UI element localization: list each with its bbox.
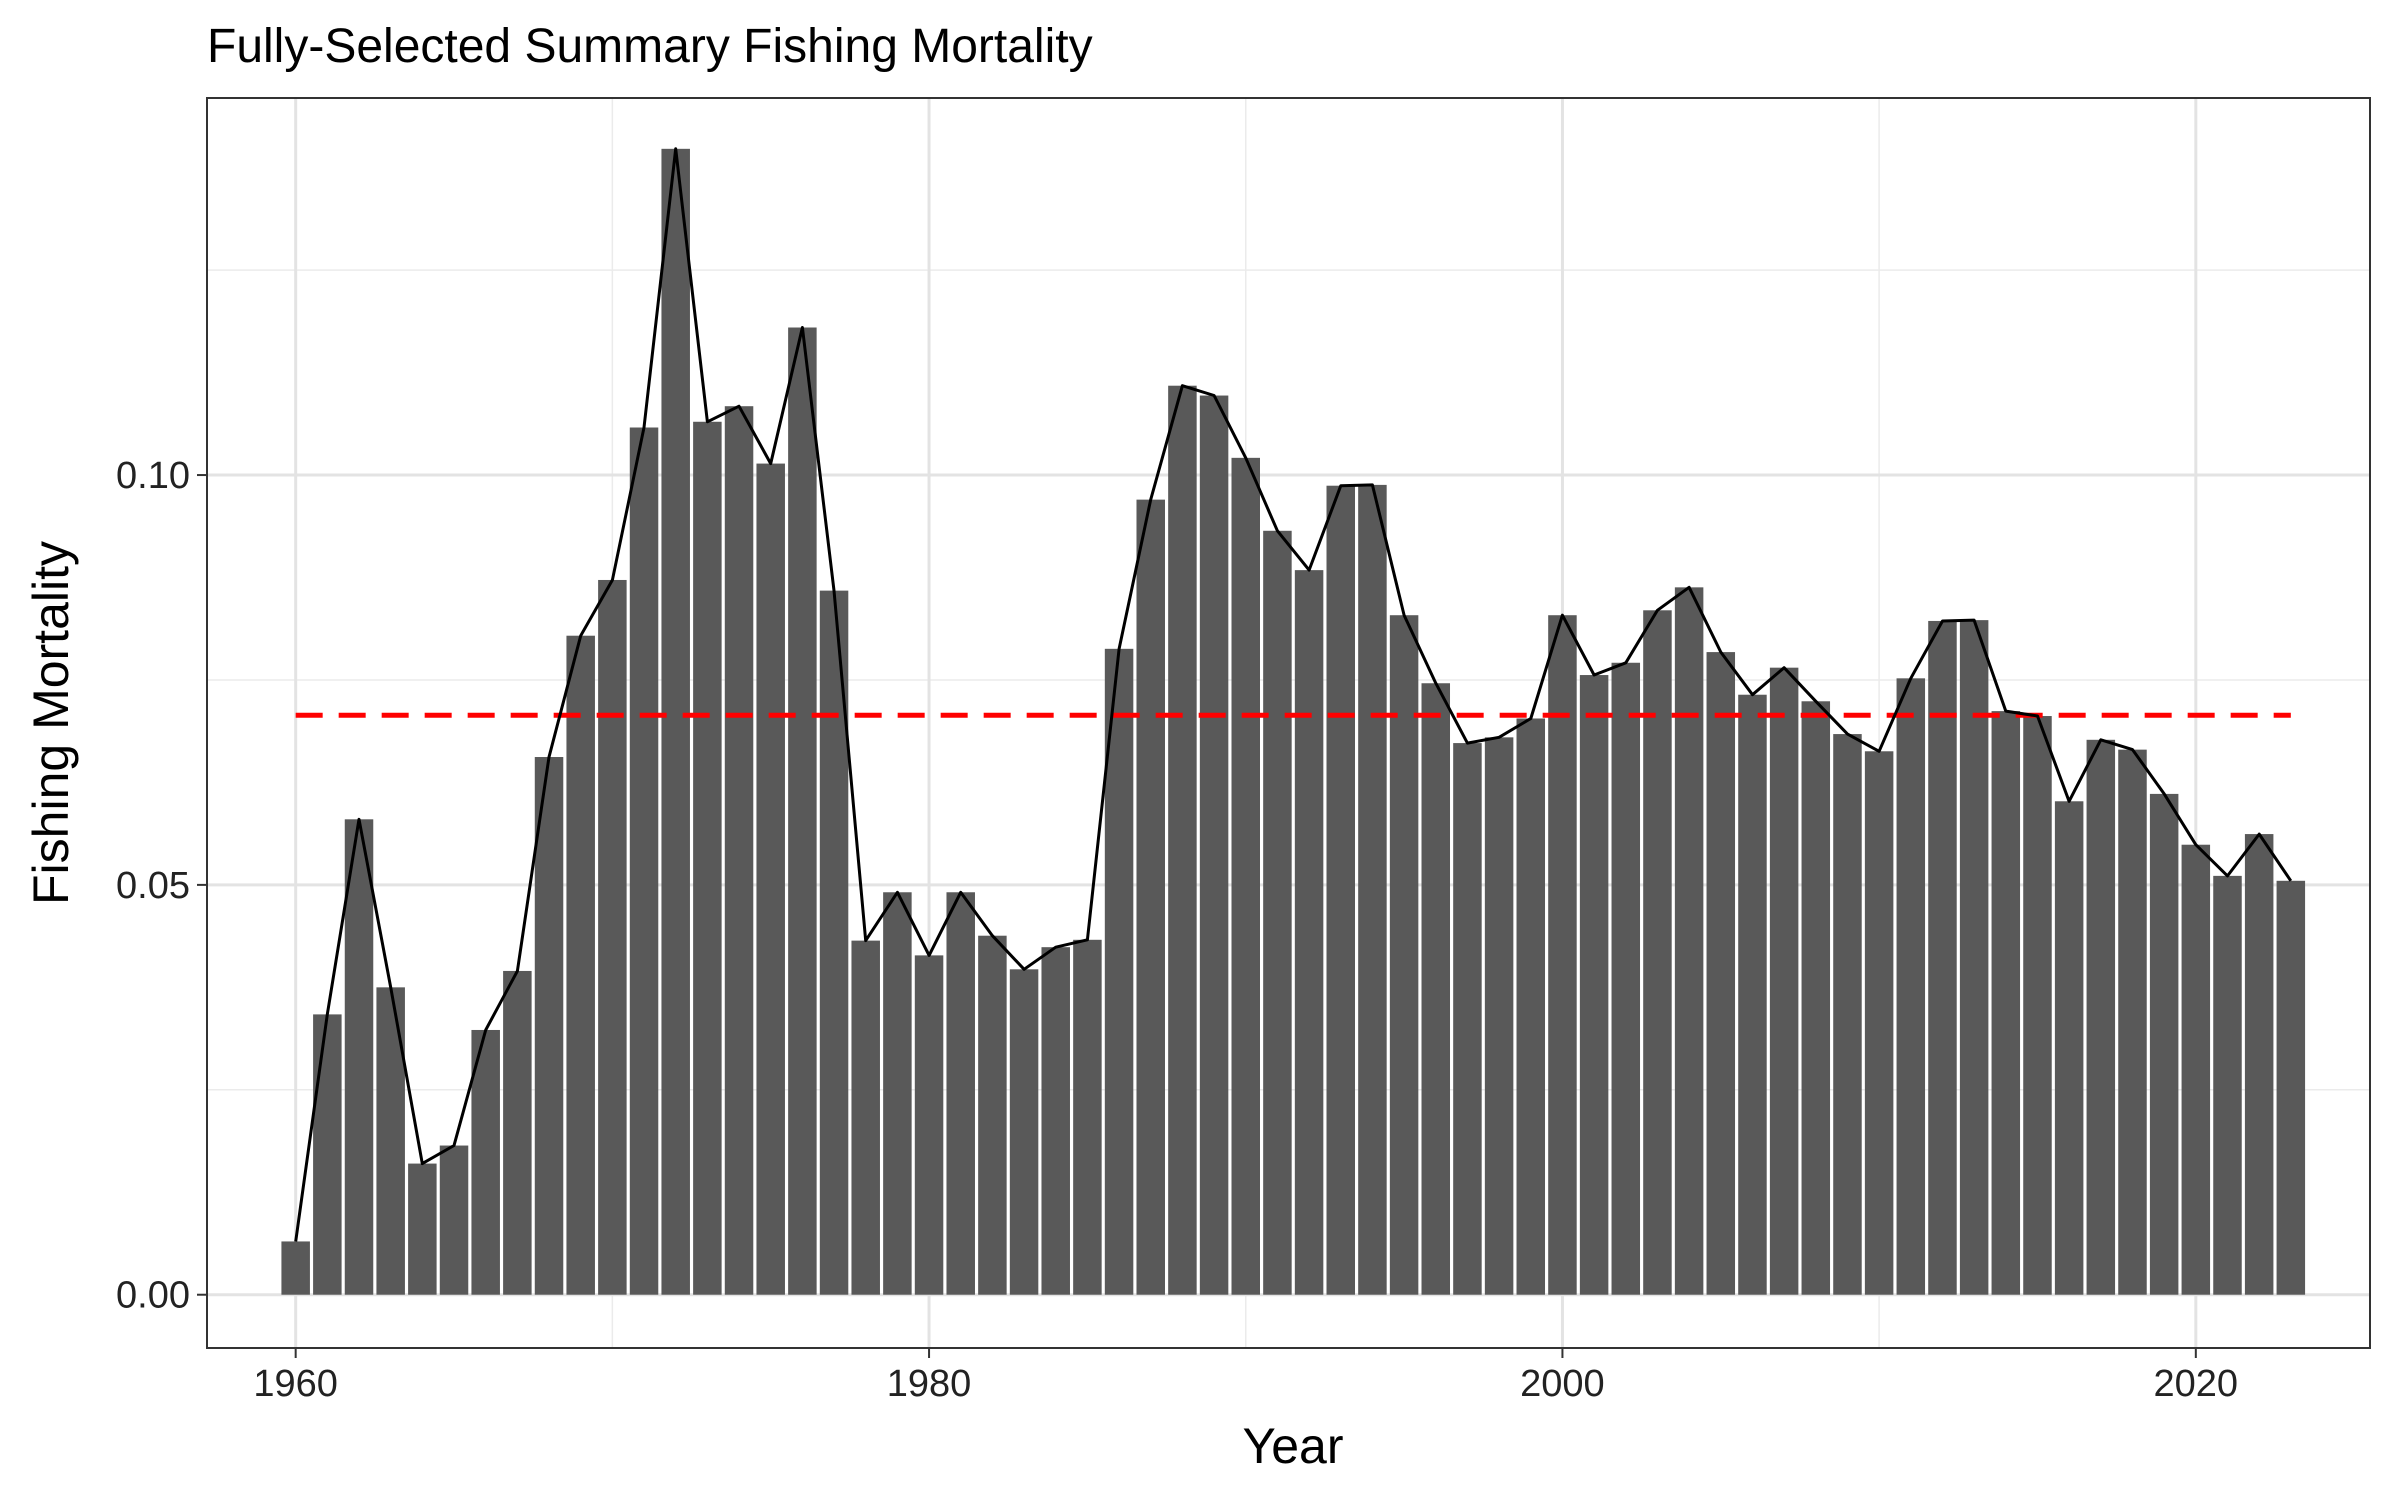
bar: [1611, 662, 1641, 1295]
bar: [1136, 499, 1165, 1295]
bar: [1928, 620, 1957, 1295]
bar: [2149, 793, 2179, 1295]
series-line: [294, 147, 2293, 1242]
bar: [1674, 587, 1704, 1295]
bar: [344, 819, 374, 1295]
bar: [1168, 385, 1197, 1295]
bar: [439, 1145, 469, 1295]
bar: [376, 987, 405, 1295]
bar: [1738, 694, 1767, 1295]
y-tick-label: 0.10: [116, 455, 190, 497]
bar: [2086, 739, 2116, 1295]
bar: [724, 406, 754, 1295]
bar: [1516, 718, 1546, 1295]
bar: [2181, 844, 2211, 1295]
bar: [1421, 683, 1451, 1295]
bar: [661, 148, 690, 1295]
bar: [1073, 939, 1102, 1295]
bar: [2023, 716, 2052, 1295]
bar: [693, 421, 722, 1295]
bar: [2276, 880, 2306, 1295]
bar: [2244, 834, 2274, 1295]
bar: [914, 955, 944, 1295]
bar: [1041, 947, 1070, 1295]
bars-layer: [281, 148, 2306, 1295]
bar: [1389, 615, 1419, 1295]
bar: [1643, 610, 1672, 1295]
bar: [503, 970, 532, 1295]
bar: [1484, 737, 1514, 1295]
bar: [1579, 675, 1609, 1295]
bar: [1453, 743, 1482, 1295]
x-tick-label: 1980: [887, 1363, 972, 1405]
bar: [1326, 485, 1356, 1295]
bar: [1294, 570, 1324, 1295]
chart-title: Fully-Selected Summary Fishing Mortality: [207, 20, 1093, 73]
bar: [883, 892, 912, 1295]
y-axis-label: Fishing Mortality: [23, 541, 79, 905]
bar: [1706, 652, 1736, 1295]
bar: [1199, 395, 1229, 1295]
x-tick-label: 1960: [253, 1363, 338, 1405]
x-axis-label: Year: [1242, 1418, 1343, 1474]
bar: [788, 327, 817, 1295]
x-tick-label: 2000: [1520, 1363, 1605, 1405]
bar: [281, 1241, 310, 1295]
bar: [1769, 667, 1799, 1295]
bar: [1548, 615, 1577, 1295]
x-tick-label: 2020: [2154, 1363, 2239, 1405]
bar: [756, 463, 785, 1295]
bar: [1959, 620, 1989, 1295]
bar: [313, 1014, 342, 1295]
bar: [1231, 457, 1260, 1295]
bar: [1104, 648, 1134, 1295]
bar: [1896, 678, 1926, 1295]
plot-border: [206, 97, 2371, 1349]
x-axis: 1960 1980 2000 2020: [253, 1348, 2238, 1405]
bar: [598, 579, 627, 1295]
bar: [978, 935, 1007, 1295]
bar: [2213, 875, 2242, 1295]
bar: [1801, 701, 1831, 1295]
bar: [629, 427, 659, 1295]
series-line-layer: [294, 147, 2293, 1242]
bar: [2054, 801, 2084, 1295]
bar: [1833, 734, 1862, 1295]
bar: [1991, 711, 2021, 1295]
bar: [946, 892, 975, 1295]
bar: [1009, 969, 1039, 1295]
bar: [1358, 484, 1387, 1295]
y-axis: 0.00 0.05 0.10: [116, 455, 207, 1317]
bar: [851, 940, 880, 1295]
bar: [566, 635, 595, 1295]
y-tick-label: 0.05: [116, 865, 190, 907]
bar: [2118, 749, 2147, 1295]
bar: [534, 757, 564, 1295]
bar: [408, 1163, 437, 1295]
y-tick-label: 0.00: [116, 1275, 190, 1317]
bar: [1263, 530, 1292, 1295]
bar: [1864, 751, 1894, 1295]
bar: [471, 1029, 500, 1295]
